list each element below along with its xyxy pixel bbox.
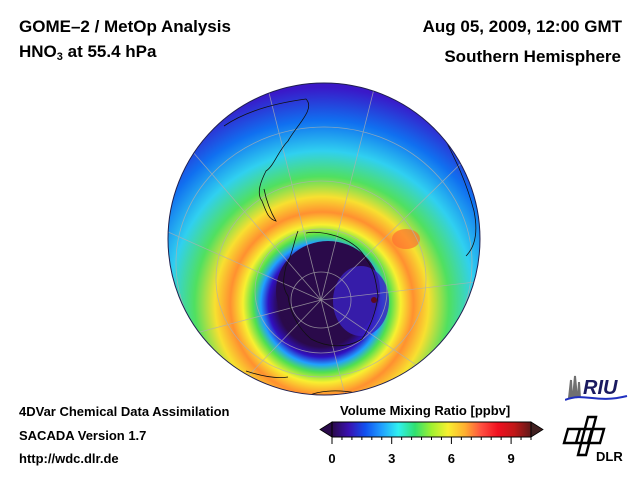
pressure-level: at 55.4 hPa bbox=[62, 42, 157, 61]
colorbar-title: Volume Mixing Ratio [ppbv] bbox=[340, 403, 511, 418]
footer-method: 4DVar Chemical Data Assimilation bbox=[19, 404, 230, 419]
footer-version: SACADA Version 1.7 bbox=[19, 428, 147, 443]
globe-outline bbox=[167, 82, 481, 396]
species-subscript: 3 bbox=[56, 51, 63, 63]
globe-map bbox=[167, 82, 481, 396]
river-icon bbox=[565, 395, 628, 401]
footer-url[interactable]: http://wdc.dlr.de bbox=[19, 451, 119, 466]
title-line-2: HNO3 at 55.4 hPa bbox=[19, 42, 156, 63]
cathedral-icon bbox=[568, 375, 581, 399]
lake-vostok-point bbox=[371, 297, 377, 303]
hno3-field bbox=[168, 83, 480, 395]
dlr-logo-text: DLR bbox=[596, 449, 623, 464]
title-line-1: GOME–2 / MetOp Analysis bbox=[19, 17, 231, 36]
dlr-emblem-icon bbox=[562, 415, 606, 457]
colorbar-tick-label: 0 bbox=[328, 451, 336, 466]
riu-logo: RIU bbox=[565, 375, 628, 401]
colorbar bbox=[319, 421, 544, 444]
datetime-label: Aug 05, 2009, 12:00 GMT bbox=[422, 17, 622, 36]
colorbar-tick-label: 9 bbox=[507, 451, 515, 466]
species-name: HNO bbox=[19, 42, 57, 61]
riu-logo-text: RIU bbox=[583, 377, 618, 399]
colorbar-max-extend bbox=[530, 421, 544, 438]
collar-maximum bbox=[392, 229, 420, 249]
colorbar-min-extend bbox=[319, 421, 333, 438]
colorbar-tick-label: 6 bbox=[447, 451, 456, 466]
graticule bbox=[168, 83, 480, 395]
colorbar-tick-label: 3 bbox=[388, 451, 396, 466]
vortex-edge bbox=[333, 266, 389, 336]
hemisphere-label: Southern Hemisphere bbox=[444, 47, 621, 66]
dlr-logo: DLR bbox=[562, 415, 623, 464]
colorbar-gradient bbox=[331, 421, 532, 438]
